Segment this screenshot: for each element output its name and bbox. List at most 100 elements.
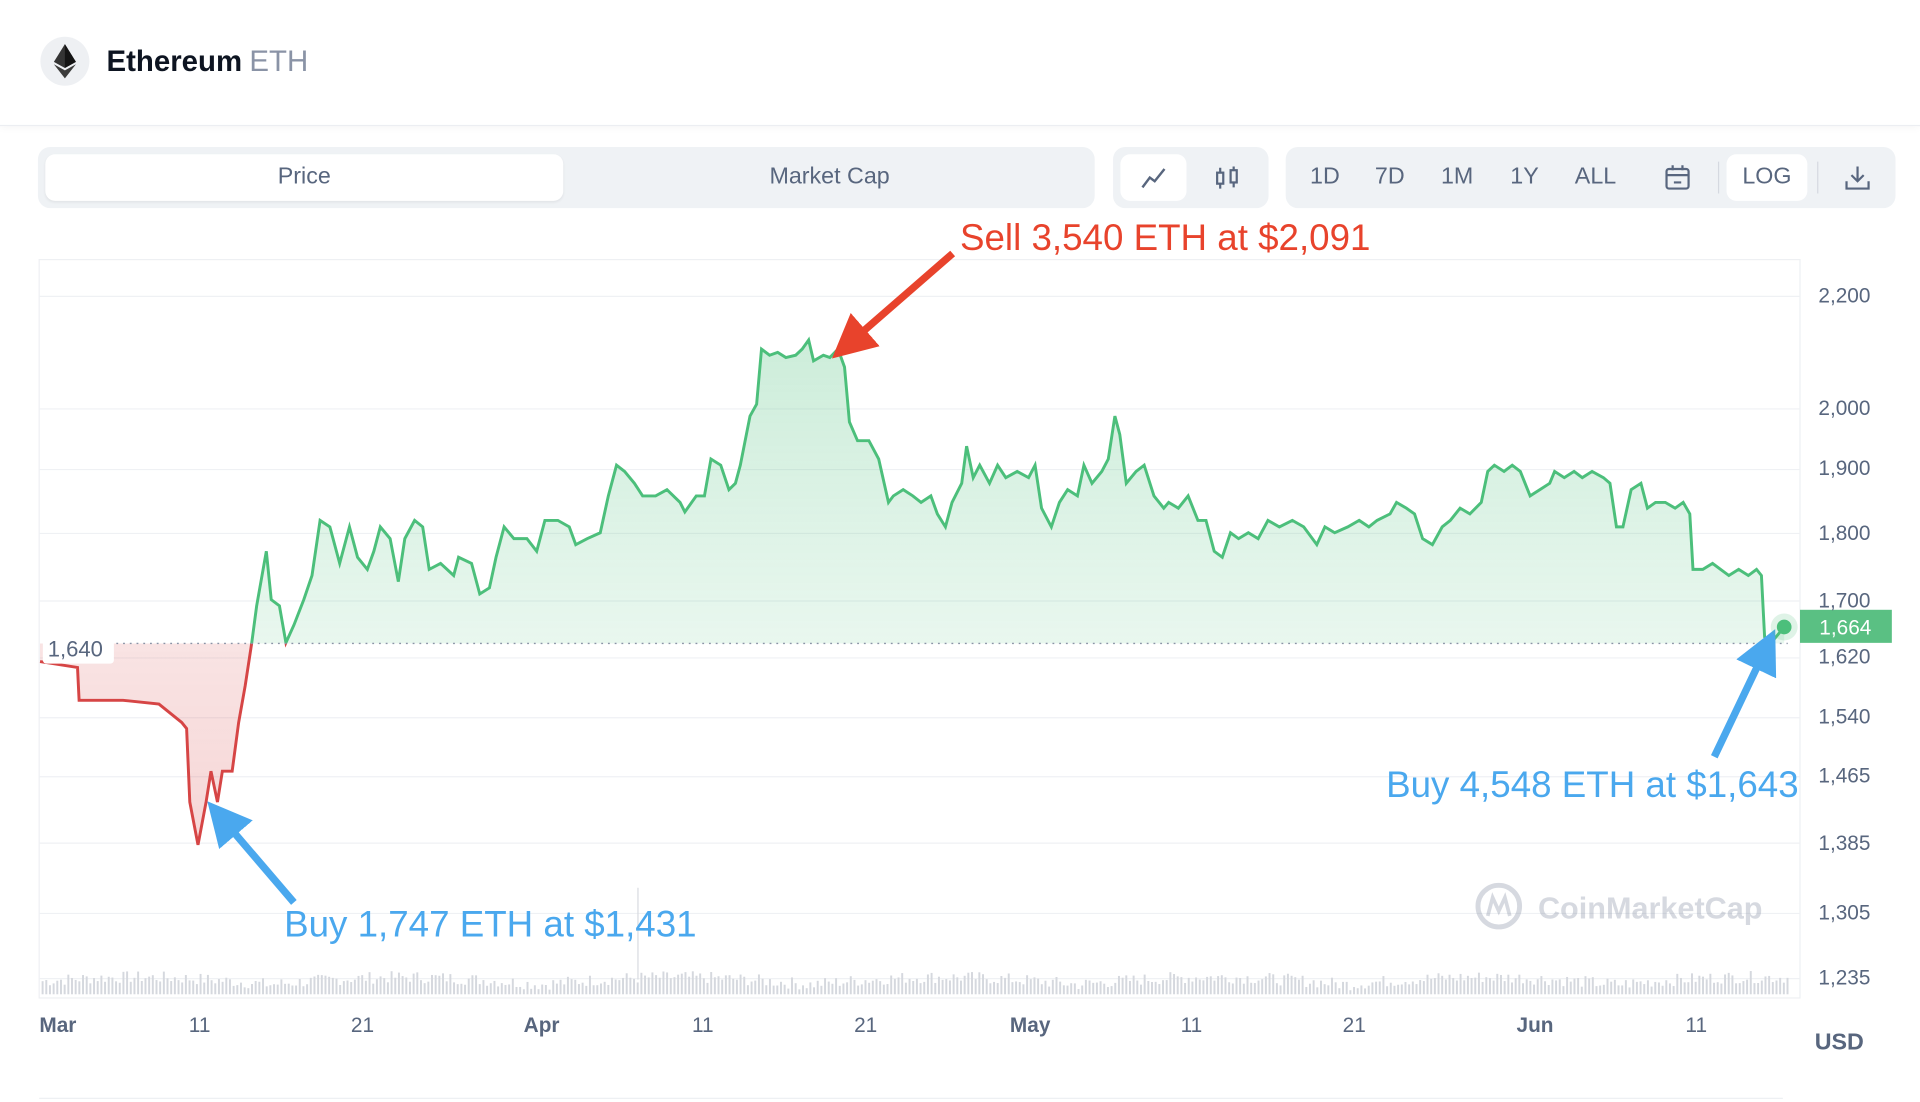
volume-bar xyxy=(115,981,118,995)
volume-bar xyxy=(923,981,926,995)
volume-bar xyxy=(1345,981,1348,995)
volume-bar xyxy=(1514,978,1517,995)
volume-bar xyxy=(1176,976,1179,995)
y-tick-label: 1,620 xyxy=(1818,645,1871,669)
volume-bar xyxy=(868,982,871,995)
volume-bar xyxy=(1338,988,1341,995)
y-tick-label: 1,540 xyxy=(1818,705,1871,729)
volume-bar xyxy=(41,981,44,995)
volume-bar xyxy=(1466,975,1469,995)
volume-bar xyxy=(1628,987,1631,995)
volume-bar xyxy=(768,979,771,995)
range-1d[interactable]: 1D xyxy=(1310,164,1340,190)
volume-bar xyxy=(1397,984,1400,995)
volume-bar xyxy=(1738,983,1741,995)
tab-price[interactable]: Price xyxy=(45,154,564,201)
volume-bar xyxy=(651,972,654,995)
volume-bar xyxy=(1555,980,1558,995)
volume-bar xyxy=(89,983,92,995)
volume-bar xyxy=(1496,973,1499,995)
volume-bar xyxy=(1018,982,1021,995)
date-range-button[interactable] xyxy=(1653,154,1702,201)
volume-bar xyxy=(581,982,584,995)
volume-bar xyxy=(555,983,558,995)
volume-bar xyxy=(1463,980,1466,995)
volume-bar xyxy=(210,980,213,995)
volume-bar xyxy=(1062,985,1065,995)
volume-bar xyxy=(1154,981,1157,995)
baseline-label-bg xyxy=(42,631,114,664)
volume-bar xyxy=(791,977,793,995)
volume-bar xyxy=(1206,976,1209,995)
volume-bar xyxy=(1099,981,1102,995)
volume-bar xyxy=(1610,981,1613,995)
volume-bar xyxy=(952,974,955,995)
volume-bar xyxy=(945,979,948,995)
volume-bar xyxy=(1375,981,1378,995)
volume-bar xyxy=(423,983,426,995)
sell-annotation: Sell 3,540 ETH at $2,091 xyxy=(960,217,1371,259)
volume-bar xyxy=(489,983,492,995)
volume-bar xyxy=(67,974,70,995)
log-scale-toggle[interactable]: LOG xyxy=(1726,154,1808,201)
volume-bar xyxy=(908,978,911,995)
volume-bar xyxy=(666,972,669,995)
volume-bar xyxy=(1444,979,1447,995)
volume-bar xyxy=(1364,988,1367,995)
tab-market-cap[interactable]: Market Cap xyxy=(769,164,890,190)
range-all[interactable]: ALL xyxy=(1574,164,1617,190)
range-7d[interactable]: 7D xyxy=(1374,164,1405,190)
volume-bar xyxy=(838,985,841,995)
volume-bar xyxy=(780,981,782,995)
volume-bar xyxy=(765,985,768,995)
volume-bar xyxy=(1320,980,1322,995)
current-point[interactable] xyxy=(1776,619,1792,635)
volume-bar xyxy=(1786,977,1789,995)
volume-bar xyxy=(662,971,665,995)
volume-bar xyxy=(743,976,746,995)
volume-bar xyxy=(1441,975,1444,995)
volume-bar xyxy=(265,986,268,995)
volume-bar xyxy=(240,982,242,995)
y-tick-label: 2,200 xyxy=(1818,284,1871,308)
volume-bar xyxy=(890,975,893,995)
volume-bar xyxy=(1305,986,1308,995)
coinmarketcap-watermark: CoinMarketCap xyxy=(1475,882,1762,930)
volume-bar xyxy=(1584,976,1587,995)
volume-bar xyxy=(982,974,985,995)
volume-bar xyxy=(658,977,661,995)
volume-bar xyxy=(1588,978,1591,995)
volume-bar xyxy=(1617,985,1620,995)
volume-bar xyxy=(317,974,320,995)
volume-bar xyxy=(203,982,206,995)
volume-bar xyxy=(853,979,856,995)
volume-bar xyxy=(1569,981,1572,995)
volume-bar xyxy=(1760,980,1763,995)
volume-bar xyxy=(1184,983,1187,995)
volume-bar xyxy=(1551,979,1554,995)
range-1y[interactable]: 1Y xyxy=(1510,164,1539,190)
volume-bar xyxy=(166,978,169,995)
volume-bar xyxy=(960,980,962,995)
volume-bar xyxy=(486,985,489,995)
volume-bar xyxy=(478,984,481,995)
volume-bar xyxy=(1727,972,1730,995)
volume-bar xyxy=(276,984,279,995)
volume-bar xyxy=(1511,982,1513,995)
download-button[interactable] xyxy=(1832,154,1883,201)
volume-bar xyxy=(1092,982,1095,995)
volume-bar xyxy=(335,978,338,995)
volume-bar xyxy=(427,981,430,995)
volume-bar xyxy=(375,979,378,995)
volume-bar xyxy=(974,979,977,995)
volume-bar xyxy=(1253,983,1256,995)
volume-bar xyxy=(1691,973,1693,995)
volume-bar xyxy=(629,977,632,995)
candlestick-chart-button[interactable] xyxy=(1194,154,1260,201)
volume-bar xyxy=(618,980,621,995)
range-1m[interactable]: 1M xyxy=(1440,164,1474,190)
volume-bar xyxy=(508,984,511,995)
volume-bar xyxy=(710,972,713,995)
line-chart-button[interactable] xyxy=(1120,154,1187,201)
